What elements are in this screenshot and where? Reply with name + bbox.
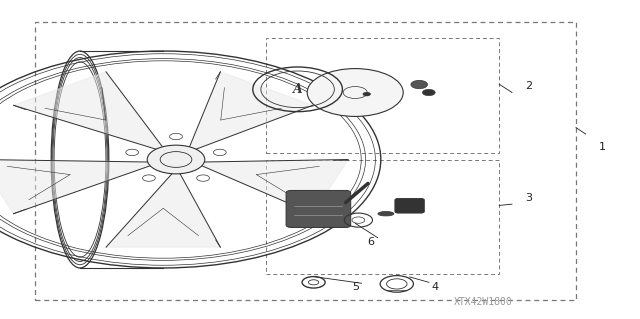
Text: A: A: [292, 83, 303, 96]
Text: XTX42W1800: XTX42W1800: [454, 297, 513, 307]
Bar: [35, 22, 576, 300]
Circle shape: [363, 92, 371, 96]
Circle shape: [147, 145, 205, 174]
Circle shape: [307, 69, 403, 116]
FancyBboxPatch shape: [286, 190, 351, 227]
Polygon shape: [106, 174, 220, 247]
Text: 1: 1: [598, 142, 605, 152]
Circle shape: [422, 89, 435, 96]
Text: 3: 3: [525, 193, 532, 203]
Polygon shape: [202, 160, 348, 214]
Text: 2: 2: [525, 81, 532, 91]
FancyBboxPatch shape: [395, 198, 424, 213]
Text: 6: 6: [368, 237, 374, 248]
Circle shape: [411, 80, 428, 89]
Polygon shape: [189, 72, 313, 149]
Polygon shape: [13, 72, 163, 149]
Text: 5: 5: [352, 282, 358, 292]
Bar: [266, 38, 499, 153]
Ellipse shape: [378, 211, 394, 216]
Bar: [266, 160, 499, 274]
Polygon shape: [0, 160, 150, 214]
Text: 4: 4: [431, 282, 439, 292]
